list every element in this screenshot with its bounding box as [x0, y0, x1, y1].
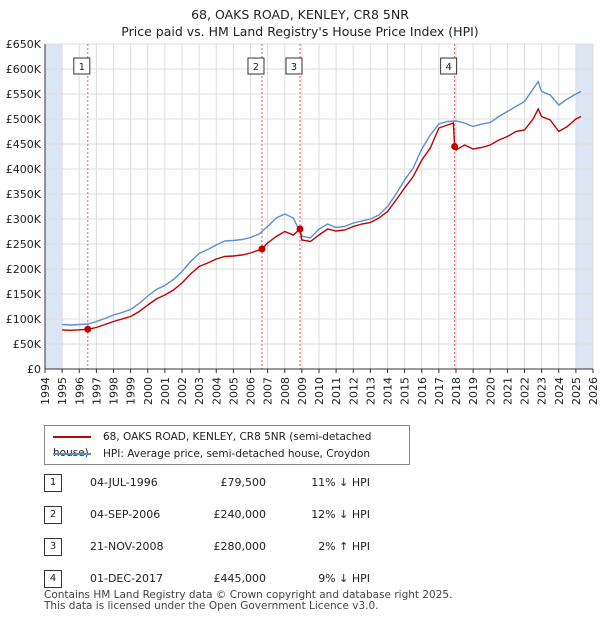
y-tick-label: £0 — [27, 363, 41, 376]
sale-point — [258, 245, 266, 253]
transaction-price: £240,000 — [213, 508, 267, 521]
sale-badge — [285, 57, 303, 75]
footer-licence: This data is licensed under the Open Gov… — [44, 600, 379, 612]
x-tick-label: 1995 — [56, 377, 69, 405]
x-tick-label: 2024 — [553, 377, 566, 405]
y-tick-label: £400K — [6, 163, 42, 176]
x-tick-label: 2025 — [570, 377, 583, 405]
y-tick-label: £150K — [6, 288, 42, 301]
x-tick-label: 2003 — [193, 377, 206, 405]
x-tick-label: 2020 — [484, 377, 497, 405]
sale-badge — [440, 57, 458, 75]
x-tick-label: 2022 — [519, 377, 532, 405]
x-tick-label: 2004 — [210, 377, 223, 405]
x-tick-label: 2010 — [313, 377, 326, 405]
x-tick-label: 2007 — [262, 377, 275, 405]
x-tick-label: 2009 — [296, 377, 309, 405]
transaction-number-badge: 4 — [44, 570, 62, 588]
x-tick-label: 1998 — [108, 377, 121, 405]
sale-badge-label: 2 — [253, 62, 259, 73]
y-tick-label: £300K — [6, 213, 42, 226]
x-tick-label: 1997 — [90, 377, 103, 405]
x-tick-label: 2006 — [245, 377, 258, 405]
transaction-row: 2 04-SEP-2006 £240,000 12% ↓ HPI — [44, 506, 404, 524]
x-tick-label: 1994 — [39, 377, 52, 405]
property-price-line — [62, 107, 582, 332]
y-tick-label: £650K — [6, 38, 42, 51]
sale-badge — [73, 57, 91, 75]
transaction-hpi-diff: 2% ↑ HPI — [318, 540, 370, 553]
legend-item-property: 68, OAKS ROAD, KENLEY, CR8 5NR (semi-det… — [53, 429, 409, 459]
footer-copyright: Contains HM Land Registry data © Crown c… — [44, 589, 453, 601]
sale-badge-label: 4 — [445, 62, 451, 73]
x-tick-label: 2026 — [587, 377, 600, 405]
legend-swatch-property — [53, 436, 91, 438]
x-tick-label: 2021 — [501, 377, 514, 405]
chart-title: 68, OAKS ROAD, KENLEY, CR8 5NR — [191, 7, 409, 22]
transaction-number-badge: 2 — [44, 506, 62, 524]
y-tick-label: £550K — [6, 88, 42, 101]
sale-badge-label: 3 — [291, 62, 297, 73]
y-tick-label: £450K — [6, 138, 42, 151]
x-tick-label: 2016 — [416, 377, 429, 405]
x-tick-label: 2005 — [227, 377, 240, 405]
y-tick-label: £500K — [6, 113, 42, 126]
transaction-date: 04-SEP-2006 — [90, 508, 161, 521]
x-tick-label: 2001 — [159, 377, 172, 405]
transaction-row: 3 21-NOV-2008 £280,000 2% ↑ HPI — [44, 538, 404, 556]
x-tick-label: 2018 — [450, 377, 463, 405]
transaction-row: 4 01-DEC-2017 £445,000 9% ↓ HPI — [44, 570, 404, 588]
x-tick-label: 2011 — [330, 377, 343, 405]
x-tick-label: 2013 — [364, 377, 377, 405]
transaction-price: £280,000 — [213, 540, 267, 553]
hpi-line — [62, 79, 582, 326]
transaction-hpi-diff: 9% ↓ HPI — [318, 572, 370, 585]
shaded-range — [45, 44, 63, 369]
transaction-number-badge: 1 — [44, 474, 62, 492]
x-tick-label: 2002 — [176, 377, 189, 405]
x-tick-label: 1999 — [125, 377, 138, 405]
transaction-price: £445,000 — [213, 572, 267, 585]
legend: 68, OAKS ROAD, KENLEY, CR8 5NR (semi-det… — [44, 425, 410, 465]
x-tick-label: 2014 — [382, 377, 395, 405]
x-tick-label: 2008 — [279, 377, 292, 405]
sale-point — [296, 225, 304, 233]
chart-subtitle: Price paid vs. HM Land Registry's House … — [121, 24, 479, 39]
transaction-date: 01-DEC-2017 — [90, 572, 164, 585]
sale-point — [84, 325, 92, 333]
transaction-date: 21-NOV-2008 — [90, 540, 164, 553]
shaded-range — [575, 44, 593, 369]
y-tick-label: £250K — [6, 238, 42, 251]
sale-badge-label: 1 — [79, 62, 85, 73]
chart-title-block: 68, OAKS ROAD, KENLEY, CR8 5NR Price pai… — [0, 6, 600, 40]
y-tick-label: £200K — [6, 263, 42, 276]
transaction-number-badge: 3 — [44, 538, 62, 556]
transaction-row: 1 04-JUL-1996 £79,500 11% ↓ HPI — [44, 474, 404, 492]
y-tick-label: £50K — [13, 338, 42, 351]
transaction-hpi-diff: 11% ↓ HPI — [311, 476, 370, 489]
x-tick-label: 2015 — [399, 377, 412, 405]
legend-swatch-hpi — [53, 453, 91, 455]
y-tick-label: £100K — [6, 313, 42, 326]
x-tick-label: 2019 — [467, 377, 480, 405]
x-tick-label: 2023 — [536, 377, 549, 405]
x-tick-label: 2012 — [347, 377, 360, 405]
y-tick-label: £350K — [6, 188, 42, 201]
sale-point — [451, 143, 459, 150]
transaction-date: 04-JUL-1996 — [90, 476, 158, 489]
transaction-price: £79,500 — [220, 476, 267, 489]
price-chart: £0 £50K £100K £150K £200K £250K £300K £350K £400… — [6, 38, 600, 405]
x-tick-label: 2017 — [433, 377, 446, 405]
legend-item-hpi: HPI: Average price, semi-detached house,… — [53, 446, 370, 462]
y-tick-label: £600K — [6, 63, 42, 76]
footer: Contains HM Land Registry data © Crown c… — [44, 590, 452, 612]
x-tick-label: 1996 — [73, 377, 86, 405]
legend-label-hpi: HPI: Average price, semi-detached house,… — [103, 448, 371, 460]
transaction-hpi-diff: 12% ↓ HPI — [311, 508, 370, 521]
x-tick-label: 2000 — [142, 377, 155, 405]
sale-badge — [247, 57, 265, 75]
